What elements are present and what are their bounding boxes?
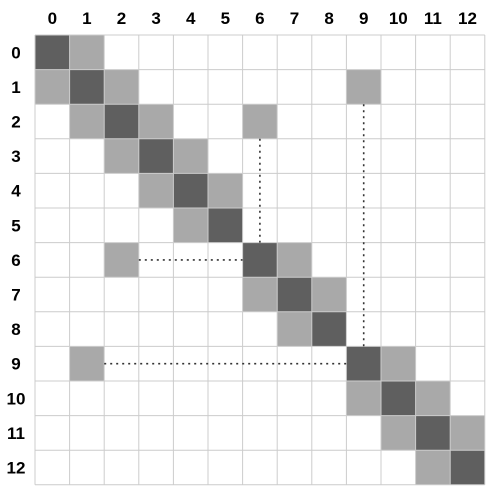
- neighbor-cell-r3-c4: [173, 138, 208, 174]
- diagonal-cell-r6-c6: [242, 242, 278, 278]
- column-label-1: 1: [82, 9, 91, 28]
- neighbor-cell-r10-c11: [415, 381, 451, 416]
- diagonal-cell-r10-c10: [381, 381, 416, 416]
- neighbor-cell-r1-c0: [35, 69, 70, 105]
- column-label-0: 0: [48, 9, 57, 28]
- column-label-2: 2: [117, 9, 126, 28]
- neighbor-cell-r7-c8: [311, 277, 347, 312]
- column-label-8: 8: [324, 9, 333, 28]
- diagonal-cell-r4-c4: [173, 173, 208, 208]
- neighbor-cell-r4-c5: [208, 173, 243, 208]
- neighbor-cell-r0-c1: [69, 35, 105, 70]
- column-label-5: 5: [221, 9, 230, 28]
- diagonal-cell-r8-c8: [311, 311, 347, 347]
- neighbor-cell-r7-c6: [242, 277, 278, 312]
- column-label-3: 3: [151, 9, 160, 28]
- diagonal-cell-r7-c7: [277, 277, 312, 312]
- row-label-5: 5: [11, 216, 20, 235]
- row-label-1: 1: [11, 78, 20, 97]
- neighbor-cell-r2-c6: [242, 104, 278, 139]
- neighbor-cell-r2-c3: [138, 104, 174, 139]
- neighbor-cell-r1-c2: [104, 69, 139, 105]
- row-label-2: 2: [11, 113, 20, 132]
- dotted-connectors: [104, 104, 365, 365]
- neighbor-cell-r3-c2: [104, 138, 139, 174]
- neighbor-cell-r4-c3: [138, 173, 174, 208]
- neighbor-cell-r6-c2: [104, 242, 139, 278]
- diagonal-cell-r3-c3: [138, 138, 174, 174]
- neighbor-cell-r9-c1: [69, 346, 105, 381]
- diagonal-cell-r12-c12: [450, 450, 485, 485]
- neighbor-cell-r10-c9: [346, 381, 381, 416]
- row-label-6: 6: [11, 251, 20, 270]
- row-label-10: 10: [7, 389, 26, 408]
- row-label-4: 4: [11, 182, 21, 201]
- column-label-12: 12: [458, 9, 477, 28]
- diagonal-cell-r9-c9: [346, 346, 381, 381]
- neighbor-cell-r11-c10: [381, 415, 416, 451]
- neighbor-cell-r1-c9: [346, 69, 381, 105]
- column-label-7: 7: [290, 9, 299, 28]
- column-labels: 0 1 2 3 4 5 6 7 8 9 10 11 12: [48, 9, 477, 28]
- row-label-11: 11: [7, 424, 25, 443]
- row-label-0: 0: [11, 43, 20, 62]
- row-label-8: 8: [11, 320, 20, 339]
- column-label-4: 4: [186, 9, 196, 28]
- column-label-10: 10: [389, 9, 408, 28]
- row-label-12: 12: [7, 459, 26, 478]
- diagonal-cell-r5-c5: [208, 208, 243, 243]
- column-label-9: 9: [359, 9, 368, 28]
- column-label-11: 11: [424, 9, 442, 28]
- neighbor-cell-r2-c1: [69, 104, 105, 139]
- row-label-7: 7: [11, 286, 20, 305]
- neighbor-cell-r9-c10: [381, 346, 416, 381]
- diagonal-cell-r1-c1: [69, 69, 105, 105]
- neighbor-cell-r8-c7: [277, 311, 312, 347]
- diagonal-cell-r2-c2: [104, 104, 139, 139]
- neighbor-cell-r6-c7: [277, 242, 312, 278]
- diagonal-cell-r0-c0: [35, 35, 70, 70]
- row-label-3: 3: [11, 147, 20, 166]
- neighbor-cell-r12-c11: [415, 450, 451, 485]
- neighbor-cell-r11-c12: [450, 415, 485, 451]
- neighbor-cell-r5-c4: [173, 208, 208, 243]
- row-label-9: 9: [11, 355, 20, 374]
- column-label-6: 6: [255, 9, 264, 28]
- matrix-cells: [35, 35, 485, 485]
- diagonal-cell-r11-c11: [415, 415, 451, 451]
